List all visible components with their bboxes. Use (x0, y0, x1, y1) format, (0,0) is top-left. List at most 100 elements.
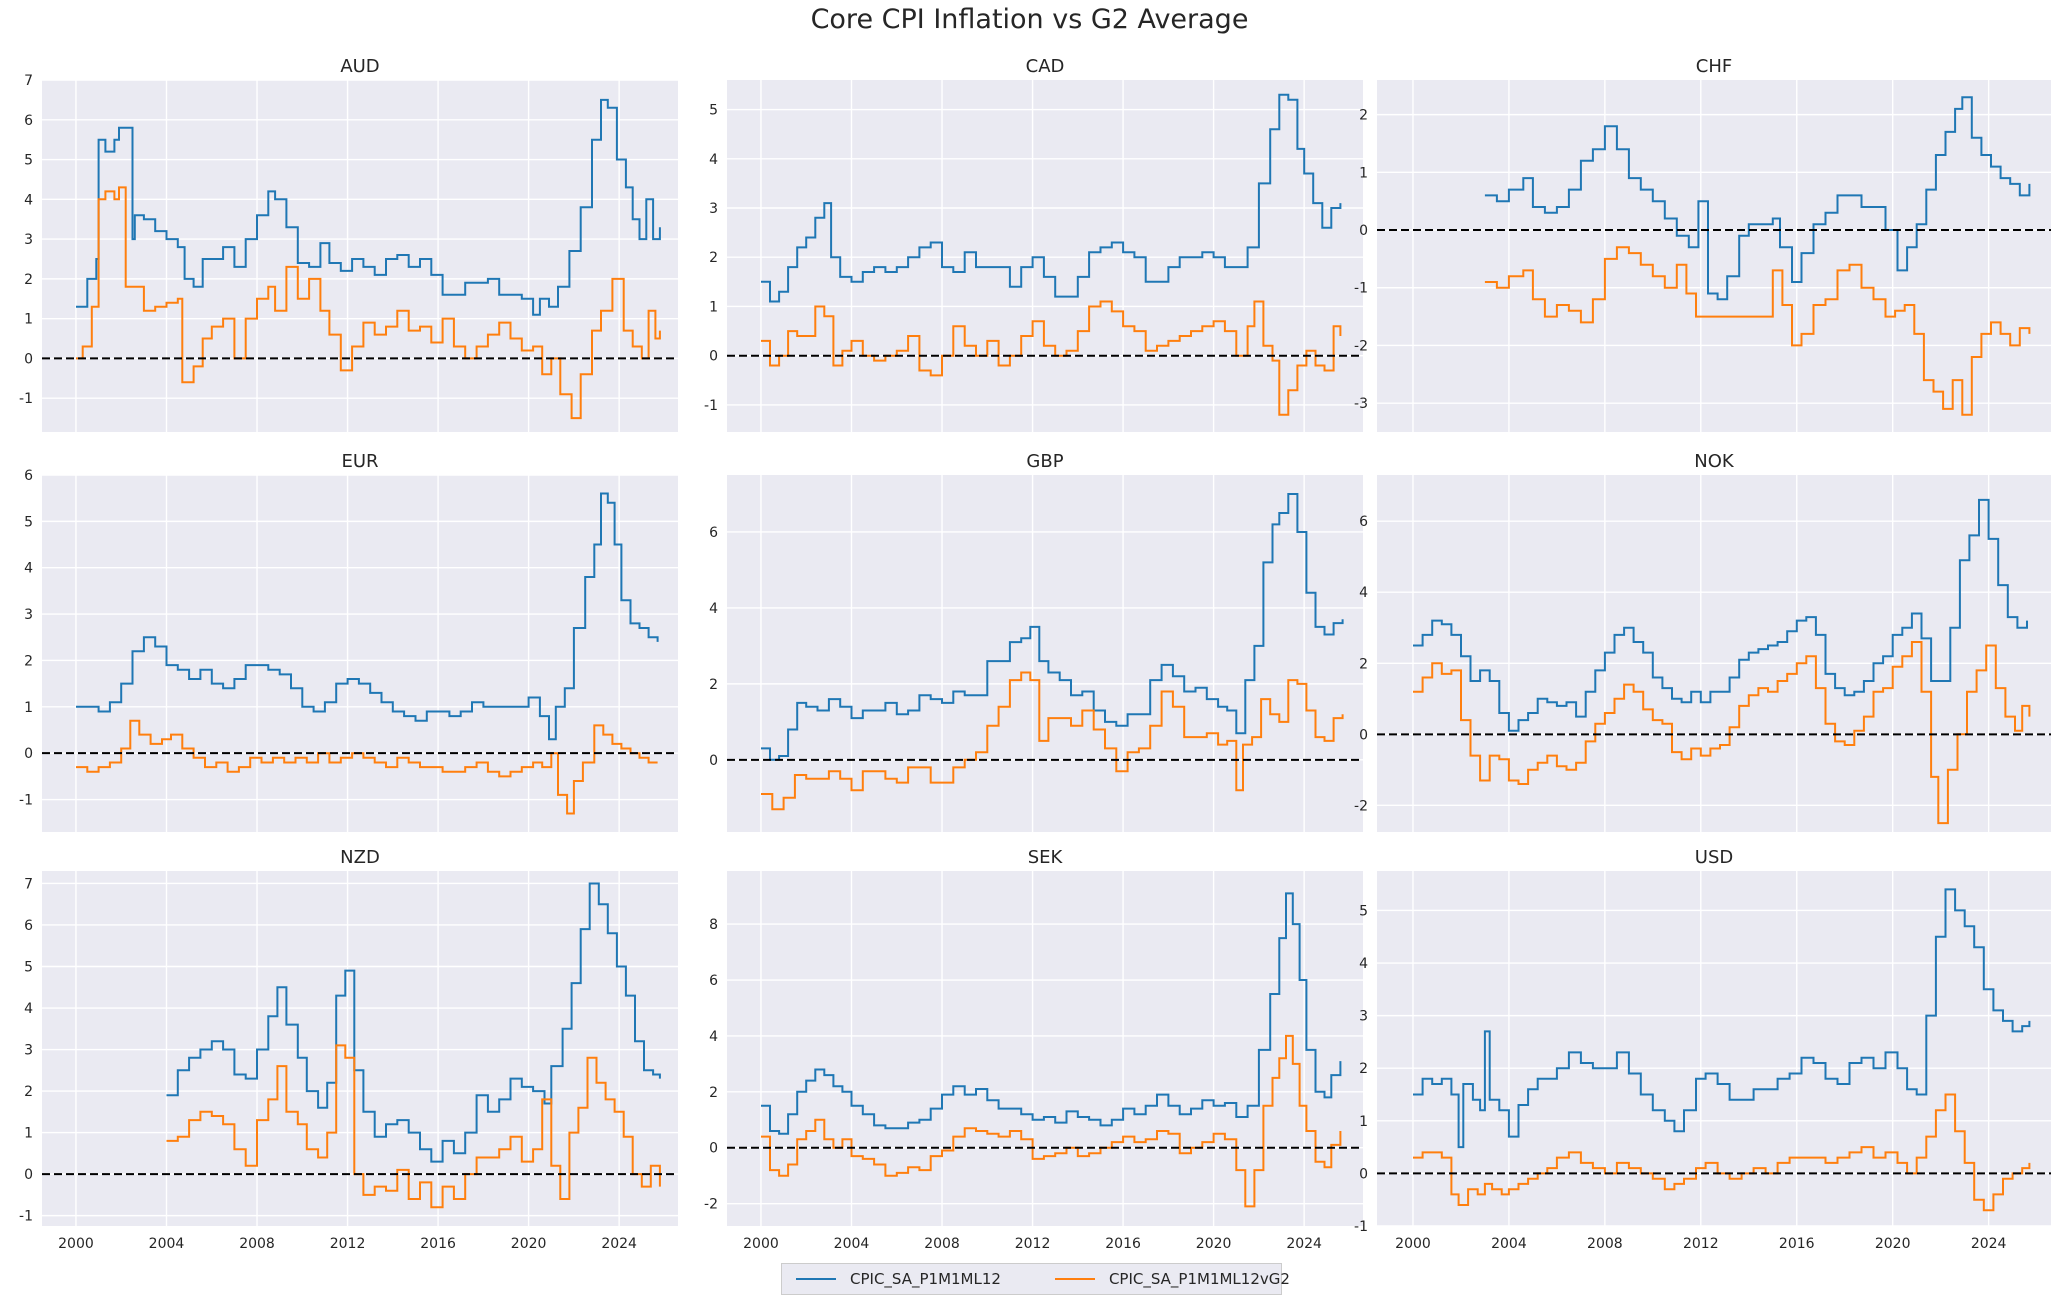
y-tick-label: 5 (709, 103, 718, 119)
y-tick-label: -2 (704, 1197, 718, 1213)
panel-background (42, 871, 678, 1226)
x-tick-label: 2000 (58, 1236, 94, 1252)
y-tick-label: 2 (1359, 656, 1368, 672)
panel-background (1377, 80, 2051, 432)
series-line-s2 (1413, 641, 2031, 825)
y-tick-label: 6 (709, 973, 718, 989)
y-tick-label: 2 (709, 677, 718, 693)
y-tick-label: 3 (1359, 1009, 1368, 1025)
y-tick-label: 0 (1359, 1166, 1368, 1182)
y-tick-label: 0 (24, 351, 33, 367)
y-tick-label: 3 (24, 1043, 33, 1059)
panel-eur: EUR -1 0 1 2 3 4 5 6 (19, 451, 678, 832)
y-tick-label: 7 (24, 73, 33, 89)
series-line-s2 (1484, 246, 2031, 416)
panel-gbp: GBP 0 2 4 6 (709, 451, 1363, 832)
y-tick-label: 1 (24, 312, 33, 328)
y-tick-label: 2 (1359, 108, 1368, 124)
panel-background (727, 871, 1363, 1226)
y-tick-label: 3 (24, 607, 33, 623)
panel-background (727, 475, 1363, 832)
y-tick-label: 4 (24, 561, 33, 577)
x-tick-label: 2004 (834, 1236, 870, 1252)
x-tick-label: 2024 (1971, 1236, 2007, 1252)
y-tick-label: 2 (1359, 1061, 1368, 1077)
x-tick-label: 2004 (149, 1236, 185, 1252)
series-line-s2 (166, 1044, 661, 1209)
x-tick-label: 2012 (330, 1236, 366, 1252)
y-tick-label: -1 (1354, 1219, 1368, 1235)
panel-title: EUR (341, 451, 378, 472)
y-tick-label: 6 (24, 468, 33, 484)
x-tick-label: 2020 (1196, 1236, 1232, 1252)
y-tick-label: 1 (24, 700, 33, 716)
series-line-s1 (166, 882, 661, 1163)
y-tick-label: 6 (1359, 514, 1368, 530)
y-tick-label: 1 (1359, 165, 1368, 181)
panel-chf: CHF -3 -2 -1 0 1 2 (1354, 56, 2051, 432)
y-tick-label: 2 (24, 272, 33, 288)
panel-title: NZD (340, 847, 380, 868)
y-tick-label: 2 (24, 653, 33, 669)
y-tick-label: 8 (709, 917, 718, 933)
series-line-s1 (761, 93, 1342, 303)
y-tick-label: 7 (24, 876, 33, 892)
x-tick-label: 2004 (1491, 1236, 1527, 1252)
legend: CPIC_SA_P1M1ML12 CPIC_SA_P1M1ML12vG2 (781, 1263, 1290, 1295)
series-line-s1 (76, 98, 661, 316)
panel-nok: NOK -2 0 2 4 6 (1354, 451, 2051, 832)
y-tick-label: 1 (709, 299, 718, 315)
series-line-s2 (1413, 1093, 2031, 1212)
y-tick-label: 4 (1359, 585, 1368, 601)
y-tick-label: 2 (24, 1084, 33, 1100)
legend-label-s2: CPIC_SA_P1M1ML12vG2 (1108, 1270, 1290, 1288)
x-tick-label: 2012 (1015, 1236, 1051, 1252)
panel-background (42, 475, 678, 832)
y-tick-label: 1 (1359, 1114, 1368, 1130)
x-tick-label: 2016 (1105, 1236, 1141, 1252)
y-tick-label: 0 (709, 753, 718, 769)
legend-label-s1: CPIC_SA_P1M1ML12 (850, 1270, 1001, 1288)
figure-title: Core CPI Inflation vs G2 Average (810, 4, 1249, 35)
series-line-s2 (761, 300, 1342, 416)
y-tick-label: 5 (24, 514, 33, 530)
series-line-s2 (761, 1034, 1342, 1208)
legend-item-s1: CPIC_SA_P1M1ML12 (796, 1270, 1001, 1288)
y-tick-label: -1 (1354, 281, 1368, 297)
x-tick-label: 2020 (511, 1236, 547, 1252)
series-line-s1 (761, 493, 1344, 761)
y-tick-label: 0 (24, 1167, 33, 1183)
panel-nzd: NZD 2000 2004 2008 2012 2016 2020 2024 -1 0 1 2 3 4 5 6… (19, 847, 678, 1252)
series-line-s2 (76, 719, 658, 815)
y-tick-label: 6 (24, 918, 33, 934)
panel-usd: USD 2000 2004 2008 2012 2016 2020 2024 -1 0 1 2 3 4 5 (1354, 847, 2051, 1252)
y-tick-label: 0 (1359, 223, 1368, 239)
x-tick-label: 2016 (420, 1236, 456, 1252)
y-tick-label: 5 (24, 153, 33, 169)
y-tick-label: -1 (19, 391, 33, 407)
y-tick-label: -2 (1354, 798, 1368, 814)
series-line-s1 (761, 892, 1342, 1135)
y-tick-label: -1 (19, 793, 33, 809)
y-tick-label: 4 (709, 152, 718, 168)
y-tick-label: 4 (24, 192, 33, 208)
series-line-s1 (76, 492, 659, 741)
series-line-s2 (76, 186, 661, 420)
panel-title: USD (1695, 847, 1733, 868)
y-tick-label: 4 (1359, 956, 1368, 972)
x-tick-label: 2020 (1875, 1236, 1911, 1252)
y-tick-label: -2 (1354, 338, 1368, 354)
y-tick-label: 6 (24, 113, 33, 129)
legend-item-s2: CPIC_SA_P1M1ML12vG2 (1054, 1270, 1290, 1288)
panel-title: CAD (1026, 56, 1065, 77)
series-line-s1 (1484, 96, 2031, 301)
panel-sek: SEK 2000 2004 2008 2012 2016 2020 2024 -2 0 2 4 6 8 (704, 847, 1363, 1252)
y-tick-label: 0 (709, 349, 718, 365)
y-tick-label: 2 (709, 250, 718, 266)
x-tick-label: 2008 (239, 1236, 275, 1252)
y-tick-label: -1 (704, 398, 718, 414)
series-line-s2 (761, 671, 1344, 811)
y-tick-label: 5 (24, 959, 33, 975)
y-tick-label: 4 (709, 601, 718, 617)
